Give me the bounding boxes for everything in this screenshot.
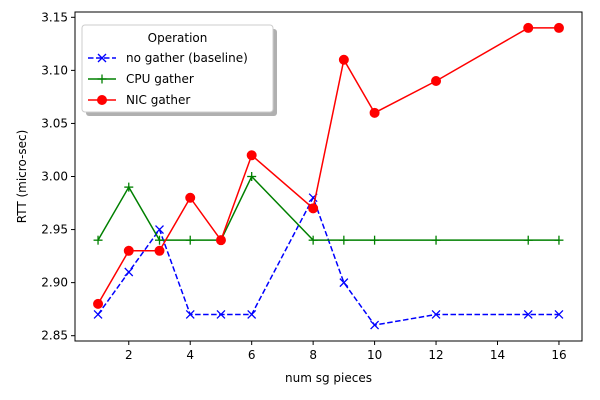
- x-tick-label: 12: [428, 348, 443, 362]
- data-point-no-gather-baseline: [431, 310, 441, 319]
- y-axis-ticks: 2.85 2.90 2.95 3.00 3.05 3.10 3.15: [41, 10, 75, 343]
- data-point-nic-gather: [185, 192, 196, 203]
- data-point-nic-gather: [553, 22, 564, 33]
- series-line-no-gather-baseline: [97, 195, 559, 326]
- data-point-cpu-gather: [339, 235, 349, 245]
- legend-items: no gather (baseline) CPU gather NIC gather: [88, 51, 248, 107]
- y-axis-label: RTT (micro-sec): [15, 130, 29, 224]
- data-point-no-gather-baseline: [370, 320, 380, 330]
- legend: Operation no gather (baseline) CPU gather…: [81, 24, 277, 116]
- data-point-nic-gather: [338, 54, 349, 65]
- data-point-nic-gather: [215, 235, 226, 246]
- data-point-cpu-gather: [247, 172, 257, 181]
- legend-box: [81, 24, 274, 113]
- data-point-no-gather-baseline: [124, 267, 134, 277]
- data-point-cpu-gather: [370, 235, 380, 245]
- data-point-cpu-gather: [155, 235, 164, 245]
- legend-marker: [97, 74, 107, 84]
- data-point-no-gather-baseline: [339, 278, 349, 288]
- y-tick-label: 3.15: [41, 10, 68, 24]
- data-point-nic-gather: [308, 203, 319, 214]
- legend-entry-nic-gather: NIC gather: [88, 93, 190, 107]
- data-point-no-gather-baseline: [185, 310, 195, 319]
- series-line-cpu-gather: [97, 175, 559, 241]
- data-point-cpu-gather: [554, 235, 564, 245]
- x-tick-label: 8: [309, 348, 317, 362]
- legend-title: Operation: [148, 31, 208, 45]
- data-point-nic-gather: [369, 107, 380, 118]
- y-tick-label: 3.05: [41, 116, 68, 130]
- data-point-no-gather-baseline: [216, 310, 226, 319]
- x-tick-label: 4: [186, 348, 194, 362]
- x-axis-ticks: 2 4 6 8 10 12 14 16: [125, 341, 567, 362]
- data-point-cpu-gather: [185, 235, 195, 245]
- data-point-nic-gather: [93, 298, 104, 309]
- x-tick-label: 6: [248, 348, 256, 362]
- x-tick-label: 10: [367, 348, 382, 362]
- data-point-nic-gather: [431, 75, 442, 86]
- data-point-cpu-gather: [93, 235, 103, 245]
- data-point-cpu-gather: [124, 182, 134, 192]
- data-point-no-gather-baseline: [247, 310, 257, 319]
- y-tick-label: 2.90: [41, 276, 68, 290]
- series-line-nic-gather: [97, 27, 559, 305]
- data-point-nic-gather: [523, 22, 534, 33]
- legend-label: CPU gather: [126, 72, 194, 86]
- data-point-nic-gather: [246, 150, 257, 161]
- y-tick-label: 3.00: [41, 170, 68, 184]
- x-tick-label: 2: [125, 348, 133, 362]
- data-point-cpu-gather: [523, 235, 533, 245]
- y-tick-label: 2.95: [41, 223, 68, 237]
- data-point-no-gather-baseline: [155, 225, 164, 235]
- data-point-no-gather-baseline: [523, 310, 533, 319]
- series-no-gather-baseline: [93, 193, 564, 330]
- legend-entry-no-gather-baseline: no gather (baseline): [88, 51, 248, 65]
- data-point-no-gather-baseline: [93, 310, 103, 319]
- legend-marker: [97, 53, 107, 63]
- y-tick-label: 2.85: [41, 329, 68, 343]
- x-axis-label: num sg pieces: [285, 371, 372, 385]
- data-point-no-gather-baseline: [554, 310, 564, 319]
- y-tick-label: 3.10: [41, 63, 68, 77]
- x-tick-label: 14: [490, 348, 505, 362]
- legend-label: NIC gather: [126, 93, 190, 107]
- data-point-cpu-gather: [308, 235, 318, 245]
- legend-label: no gather (baseline): [126, 51, 248, 65]
- x-tick-label: 16: [551, 348, 566, 362]
- data-point-nic-gather: [154, 245, 165, 256]
- legend-marker: [97, 95, 107, 105]
- series-layer: [93, 22, 564, 330]
- data-point-cpu-gather: [431, 235, 441, 245]
- series-nic-gather: [93, 22, 564, 309]
- legend-entry-cpu-gather: CPU gather: [88, 72, 194, 86]
- data-point-nic-gather: [123, 245, 134, 256]
